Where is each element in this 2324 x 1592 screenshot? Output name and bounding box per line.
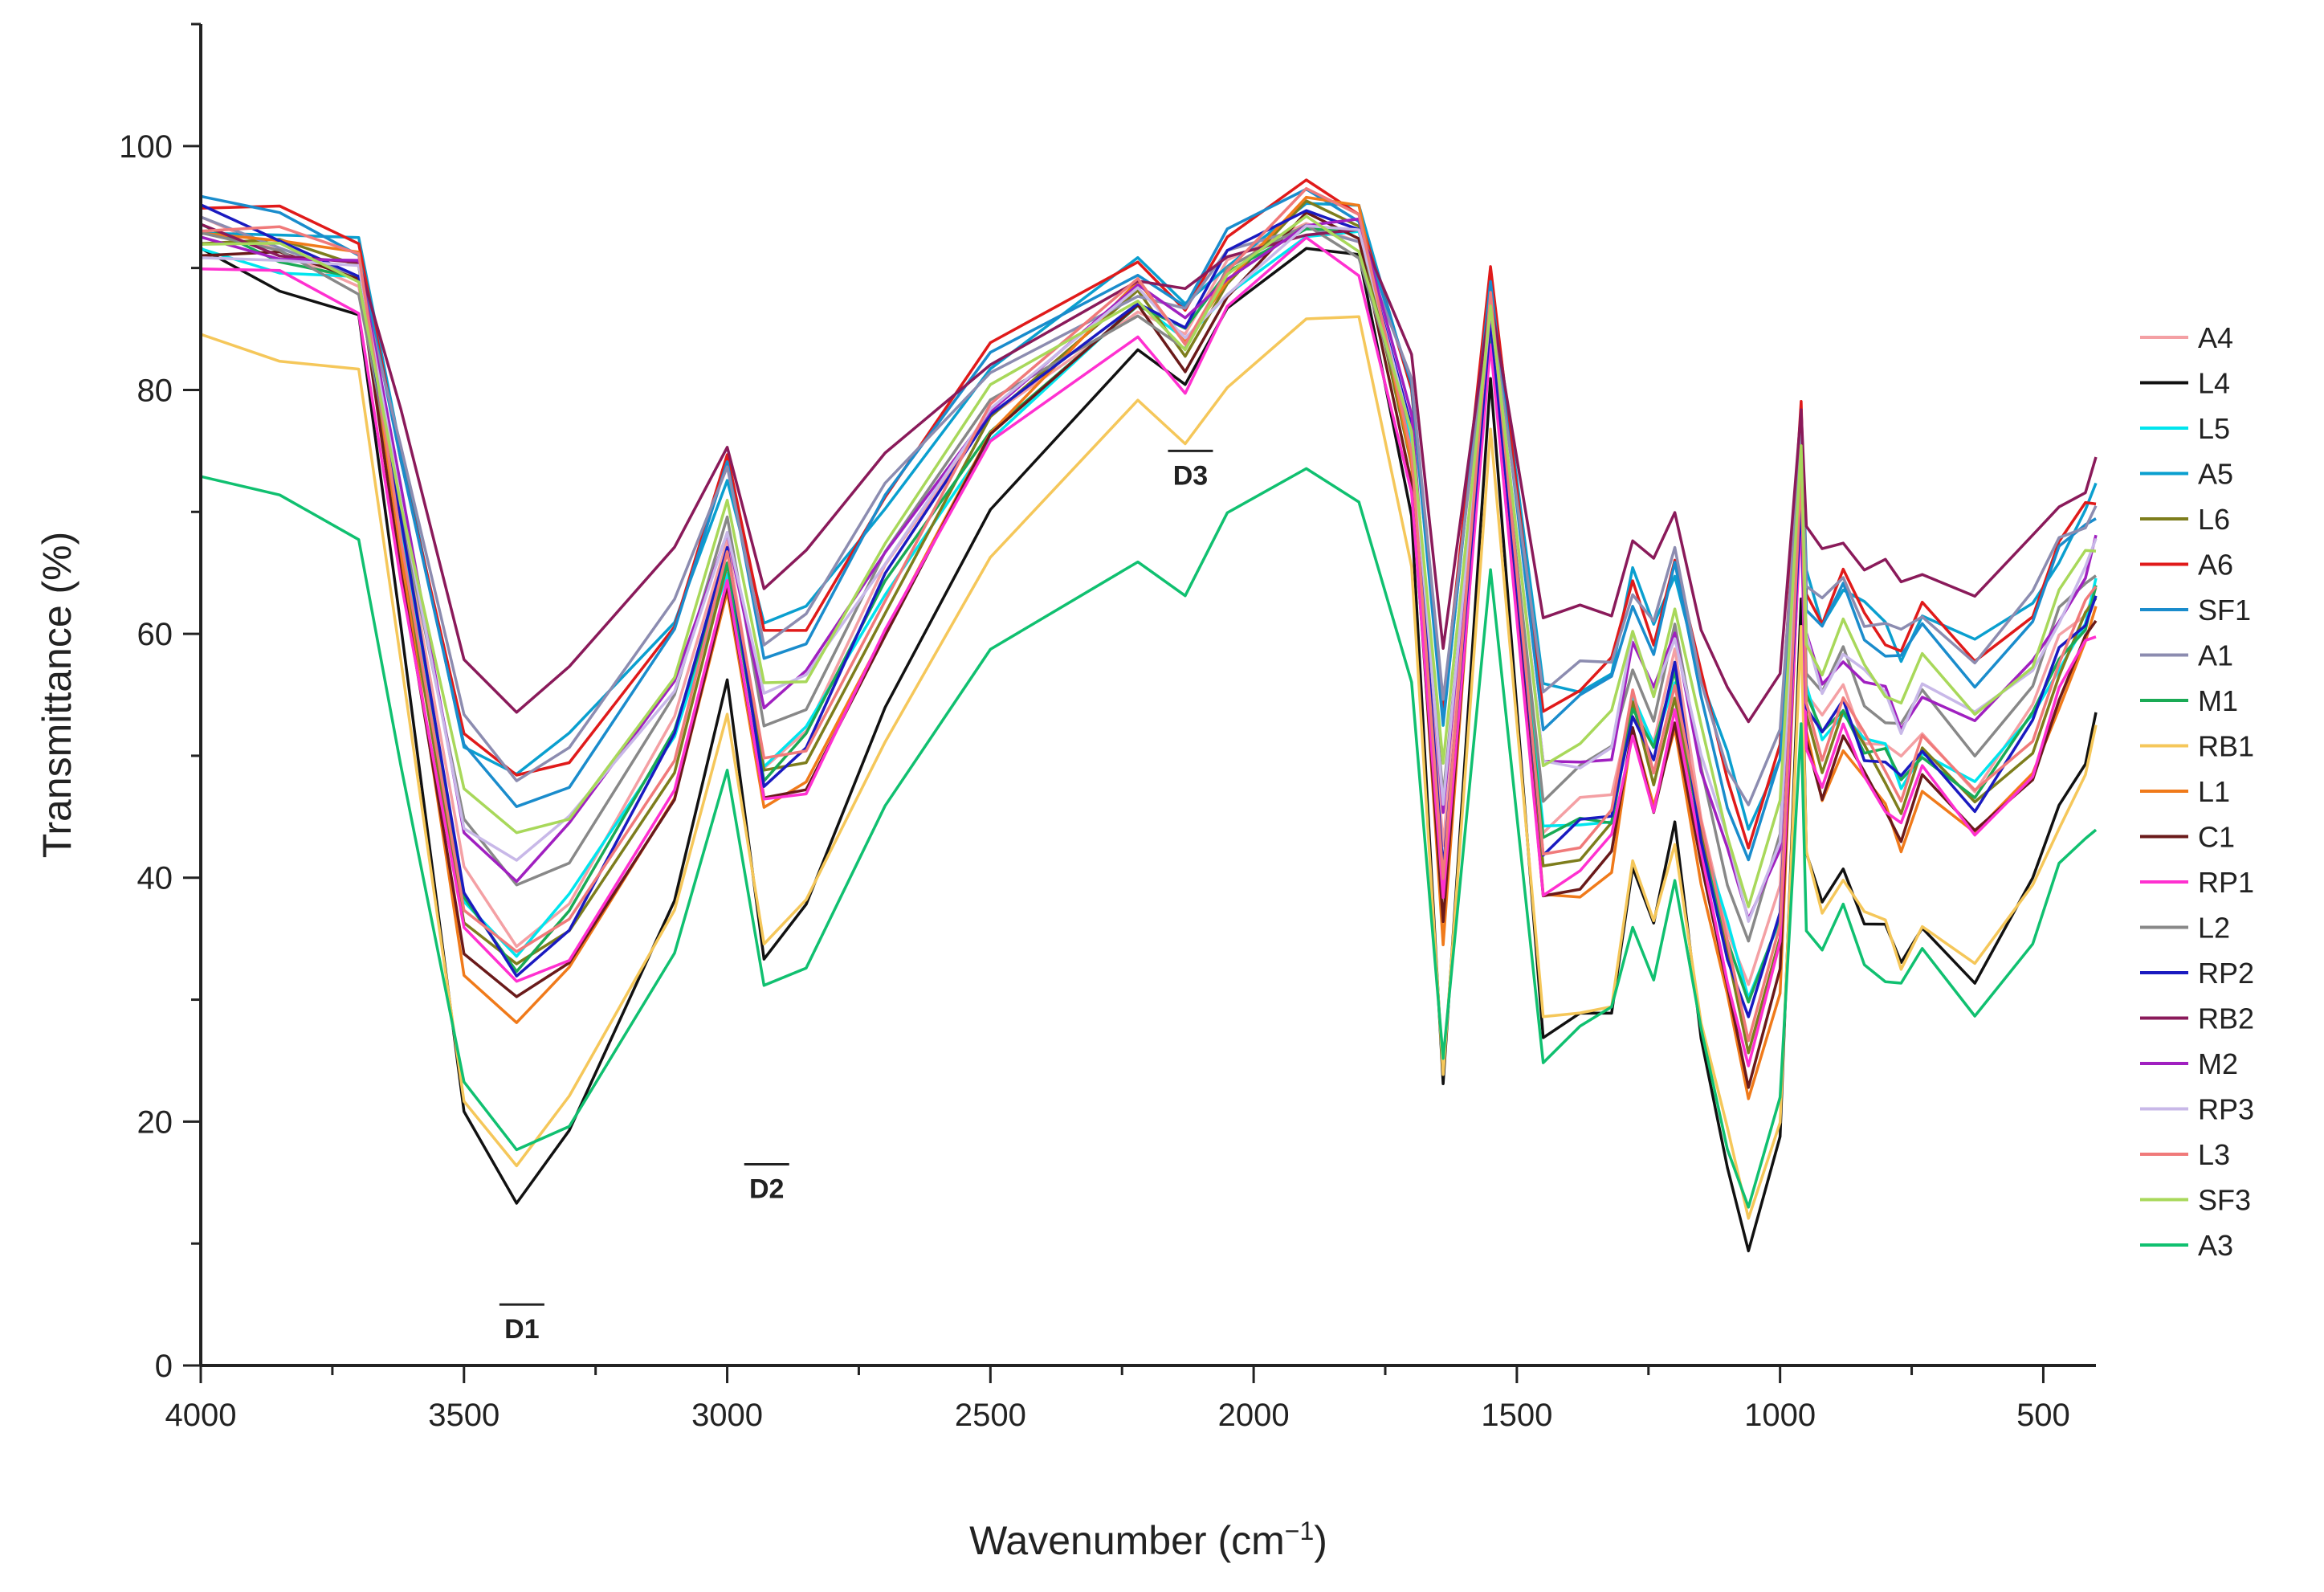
series-line-l4 (200, 247, 2098, 1253)
x-tick-label: 1000 (1744, 1398, 1816, 1433)
series-line-m2 (200, 217, 2098, 921)
series-line-rb1 (200, 315, 2098, 1220)
legend-label: RP1 (2198, 866, 2254, 899)
series-line-m1 (200, 222, 2098, 1004)
legend-label: L3 (2198, 1138, 2230, 1171)
y-tick-label: 20 (137, 1104, 173, 1140)
x-axis-title-main: Wavenumber (cm (969, 1518, 1285, 1563)
legend-label: RP2 (2198, 957, 2254, 990)
legend-label: A5 (2198, 458, 2233, 491)
legend-label: L4 (2198, 367, 2230, 400)
series-line-l5 (200, 230, 2098, 1000)
y-tick-label: 100 (119, 129, 173, 165)
region-label: D2 (749, 1174, 784, 1205)
legend-label: L5 (2198, 412, 2230, 445)
legend-label: A6 (2198, 549, 2233, 582)
series-line-l3 (200, 186, 2098, 1043)
legend-label: C1 (2198, 821, 2235, 854)
y-tick-label: 60 (137, 617, 173, 652)
y-tick-label: 0 (155, 1349, 173, 1384)
legend-label: RB1 (2198, 730, 2254, 763)
legend-label: M1 (2198, 684, 2238, 717)
legend-label: A4 (2198, 321, 2233, 354)
x-axis-title-close: ) (1314, 1518, 1327, 1563)
x-tick-label: 1500 (1481, 1398, 1552, 1433)
y-tick-label: 80 (137, 373, 173, 408)
series-line-a4 (200, 215, 2098, 986)
y-axis-title: Transmittance (%) (35, 532, 80, 859)
series-line-rp2 (200, 203, 2098, 1018)
legend-label: L1 (2198, 775, 2230, 808)
series-line-sf1 (200, 187, 2097, 862)
series-line-l6 (200, 199, 2098, 1055)
y-tick-label: 40 (137, 861, 173, 896)
x-tick-label: 500 (2016, 1398, 2070, 1433)
region-markers: D1 D2 D3 (499, 449, 1213, 1345)
legend-label: RP3 (2198, 1093, 2254, 1126)
x-axis-ticks: 4000 3500 3000 2500 2000 1500 1000 500 (165, 1365, 2070, 1433)
legend-label: L6 (2198, 503, 2230, 536)
x-tick-label: 4000 (165, 1398, 237, 1433)
series-line-sf3 (200, 214, 2097, 908)
x-tick-label: 2500 (955, 1398, 1026, 1433)
region-label: D3 (1173, 460, 1208, 491)
x-tick-label: 2000 (1218, 1398, 1290, 1433)
y-axis-ticks: 0 20 40 60 80 100 (119, 22, 201, 1384)
series-line-a3 (200, 467, 2098, 1209)
legend-label: M2 (2198, 1047, 2238, 1080)
series-line-l2 (200, 223, 2098, 943)
series-line-a6 (200, 178, 2097, 850)
legend-label: A3 (2198, 1229, 2233, 1262)
series-line-rp1 (200, 236, 2097, 1067)
series-lines (200, 178, 2098, 1253)
legend-label: SF3 (2198, 1184, 2251, 1217)
x-tick-label: 3000 (691, 1398, 763, 1433)
region-label: D1 (504, 1314, 539, 1345)
legend-label: L2 (2198, 912, 2230, 945)
series-line-a1 (200, 215, 2098, 806)
legend-label: A1 (2198, 639, 2233, 672)
x-axis-title-sup: −1 (1285, 1516, 1314, 1545)
x-axis-title: Wavenumber (cm−1) (969, 1516, 1327, 1563)
legend-label: RB2 (2198, 1002, 2254, 1035)
legend: A4 L4 L5 A5 L6 A6 SF1 A1 M1 RB1 L1 C1 RP1 L2 RP2 RB2 M2 R… (2140, 321, 2254, 1262)
legend-label: SF1 (2198, 594, 2251, 627)
x-tick-label: 3500 (428, 1398, 499, 1433)
series-line-rp3 (200, 224, 2098, 923)
series-line-rb2 (200, 222, 2098, 724)
